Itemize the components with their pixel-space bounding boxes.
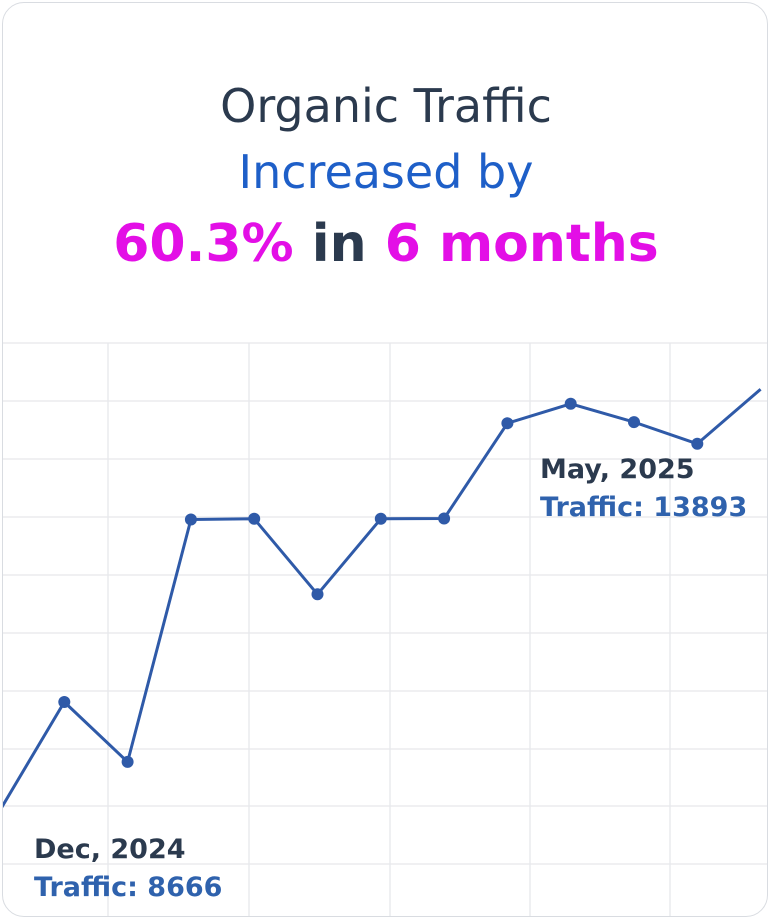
traffic-line-chart: Dec, 2024 Traffic: 8666 May, 2025 Traffi… [3,342,767,916]
traffic-data-points [58,397,704,768]
annotation-may-2025: May, 2025 Traffic: 13893 [540,454,747,523]
data-point [438,512,451,525]
data-point [184,513,197,526]
traffic-series-line [3,388,762,809]
headline-line-2: Increased by [238,145,534,199]
headline-connector: in [311,214,367,274]
data-point [501,417,514,430]
annotation-dec-date: Dec, 2024 [34,834,186,865]
data-point [58,696,71,708]
data-point [311,588,324,601]
data-point [564,397,577,410]
annotation-may-traffic: Traffic: 13893 [540,492,747,523]
annotation-may-date: May, 2025 [540,454,695,485]
growth-duration: 6 months [384,214,659,274]
data-point [691,437,704,450]
data-point [248,512,261,525]
data-point [628,416,640,429]
headline-line-3: 60.3% in 6 months [3,205,767,283]
headline: Organic Traffic Increased by 60.3% in 6 … [3,73,767,283]
growth-percent: 60.3% [113,214,294,274]
annotation-dec-2024: Dec, 2024 Traffic: 8666 [34,834,222,903]
annotation-dec-traffic: Traffic: 8666 [34,872,222,903]
chart-grid [3,342,767,916]
headline-line-1: Organic Traffic [220,79,552,133]
data-point [121,755,134,768]
data-point [374,512,387,525]
